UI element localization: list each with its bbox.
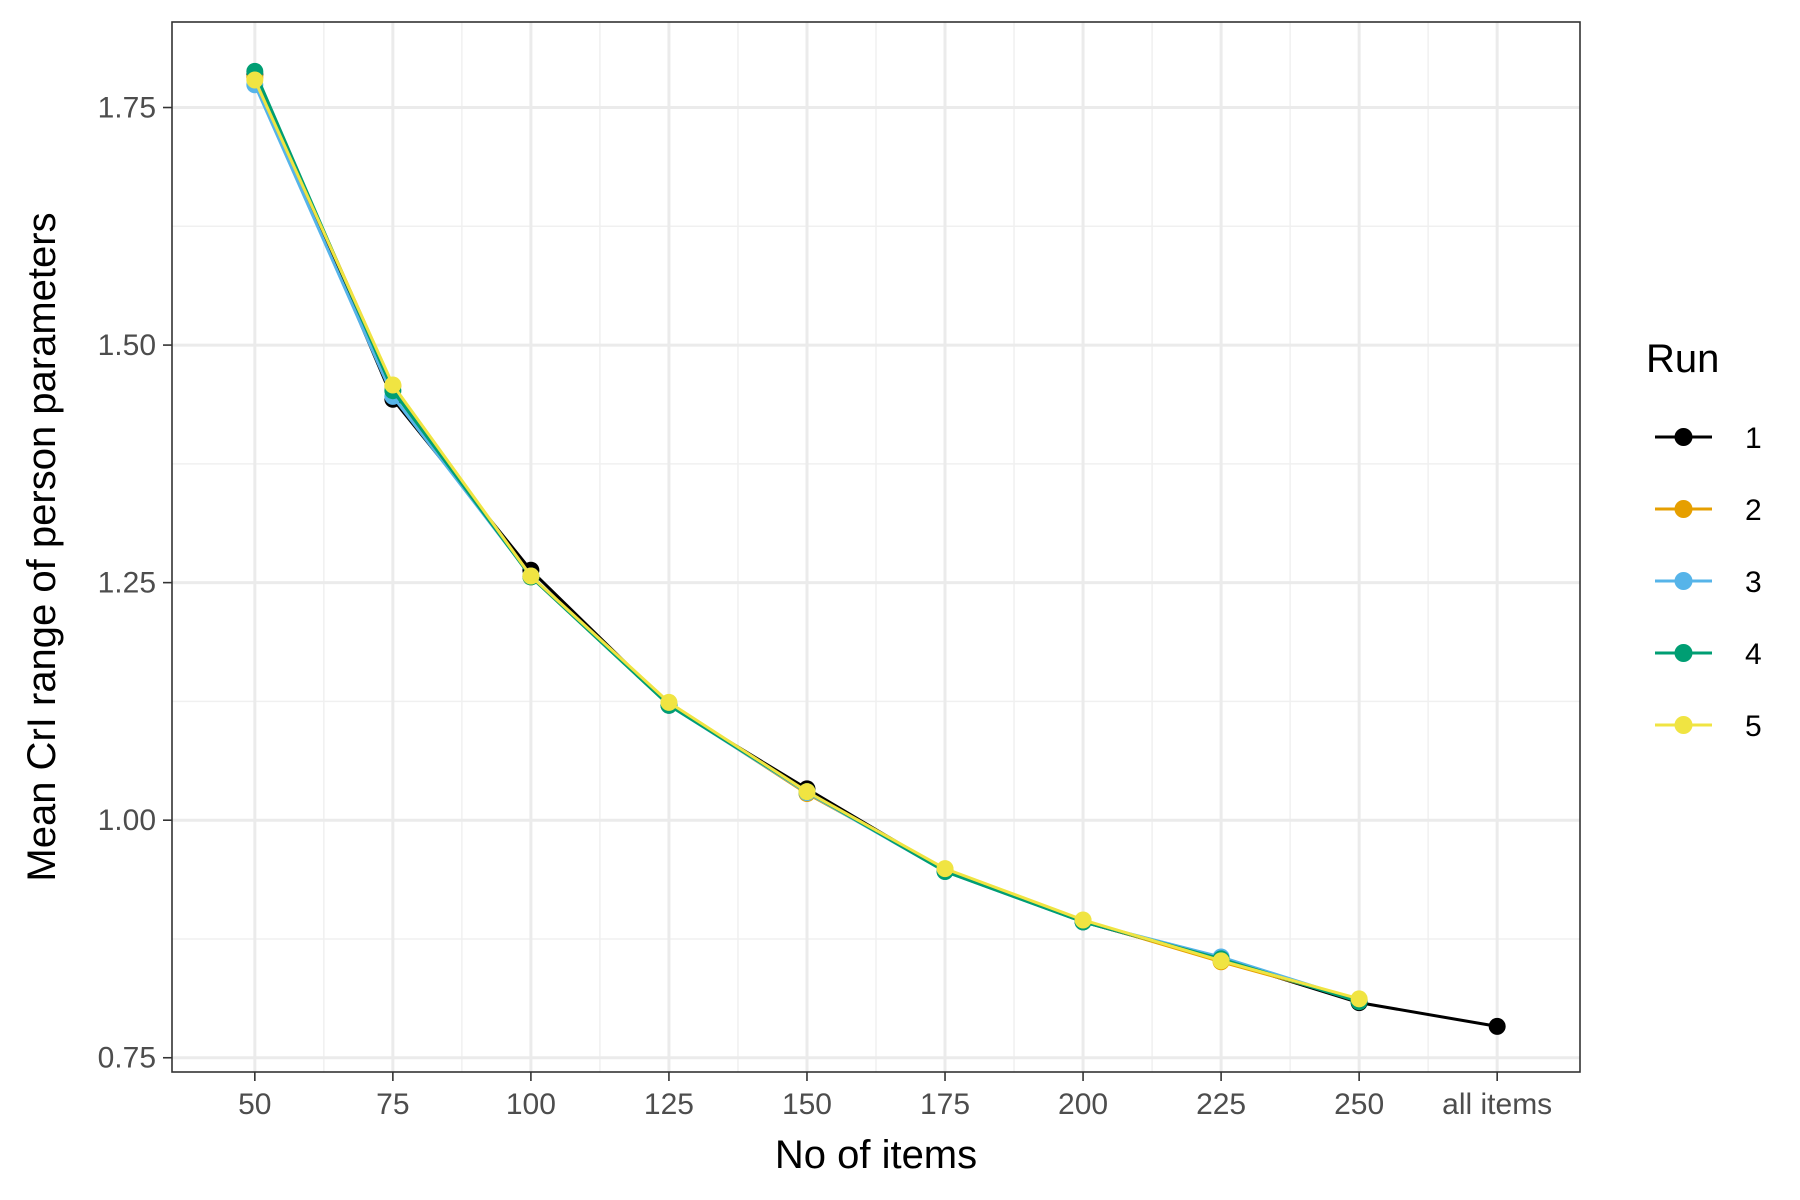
legend-key-point [1674, 644, 1693, 662]
legend-key-point [1674, 500, 1693, 518]
legend-item-5: 5 [1655, 710, 1762, 743]
data-point [660, 693, 678, 711]
x-tick-label: 125 [644, 1088, 694, 1121]
x-axis-title: No of items [775, 1133, 977, 1177]
data-point [1488, 1017, 1506, 1035]
series-5 [246, 71, 1368, 1008]
y-tick-label: 1.00 [98, 804, 156, 837]
legend-key-point [1674, 572, 1693, 590]
y-axis-title: Mean CrI range of person parameters [20, 212, 64, 881]
legend-label: 2 [1745, 494, 1762, 527]
legend-title: Run [1646, 337, 1719, 381]
x-tick-label: 175 [920, 1088, 970, 1121]
data-point [1212, 952, 1230, 970]
data-point [936, 860, 954, 878]
x-tick-label: all items [1442, 1088, 1552, 1121]
y-tick-label: 1.50 [98, 329, 156, 362]
data-point [798, 783, 816, 801]
legend-label: 4 [1745, 638, 1762, 671]
x-tick-label: 250 [1334, 1088, 1384, 1121]
y-tick-label: 0.75 [98, 1042, 156, 1075]
panel-border [171, 21, 1581, 1073]
data-point [384, 376, 402, 394]
legend-label: 3 [1745, 566, 1762, 599]
x-tick-label: 50 [238, 1088, 271, 1121]
data-point [1074, 911, 1092, 929]
legend-items: 1 2 3 4 5 [1655, 422, 1762, 743]
legend-item-3: 3 [1655, 566, 1762, 599]
x-tick-label: 150 [782, 1088, 832, 1121]
legend: Run 1 2 3 4 5 [1646, 337, 1762, 743]
legend-item-1: 1 [1655, 422, 1762, 455]
legend-key-point [1674, 428, 1693, 446]
axes: 0.75 1.00 1.25 1.50 1.75 50 75 100 125 150 175 200 2… [98, 92, 1553, 1121]
x-tick-label: 75 [376, 1088, 409, 1121]
data-point [522, 567, 540, 585]
data-point [246, 71, 264, 89]
x-tick-label: 200 [1058, 1088, 1108, 1121]
legend-key-point [1674, 716, 1693, 734]
legend-item-2: 2 [1655, 494, 1762, 527]
legend-label: 5 [1745, 710, 1762, 743]
x-tick-label: 225 [1196, 1088, 1246, 1121]
y-tick-label: 1.25 [98, 567, 156, 600]
x-tick-label: 100 [506, 1088, 556, 1121]
y-tick-label: 1.75 [98, 92, 156, 125]
grid [172, 22, 1580, 1072]
data-point [1350, 990, 1368, 1008]
legend-label: 1 [1745, 422, 1762, 455]
series-group [246, 62, 1506, 1035]
legend-item-4: 4 [1655, 638, 1762, 671]
